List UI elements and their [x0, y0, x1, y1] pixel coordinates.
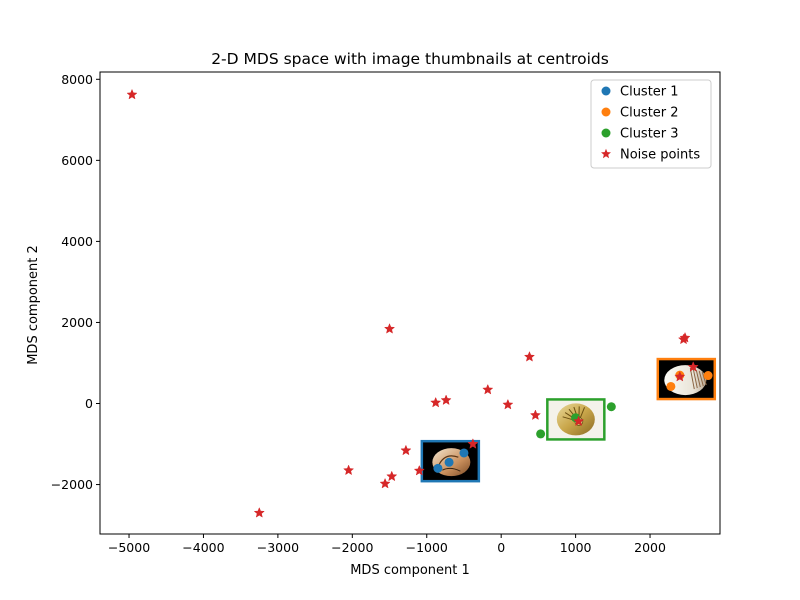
x-tick-label: −1000 — [406, 540, 448, 555]
noise-points-point — [253, 507, 265, 518]
data-points — [126, 88, 713, 518]
cluster-2-point — [703, 371, 713, 381]
noise-points-point — [126, 88, 138, 100]
noise-points-point — [482, 383, 494, 395]
y-tick-label: −2000 — [51, 477, 93, 492]
y-axis-label: MDS component 2 — [26, 245, 41, 365]
noise-points-point — [467, 438, 479, 449]
thumbnail-frame — [546, 398, 606, 441]
legend-label: Cluster 2 — [620, 106, 679, 121]
legend: Cluster 1 Cluster 2 Cluster 3 Noise points — [590, 79, 712, 169]
x-tick-label: −4000 — [182, 540, 224, 555]
cluster-1-point — [433, 463, 443, 473]
legend-marker — [601, 148, 611, 159]
x-tick-label: −5000 — [108, 540, 150, 555]
cluster-3-point — [536, 429, 546, 439]
y-tick-label: 8000 — [61, 72, 93, 87]
x-tick-label: 1000 — [560, 540, 592, 555]
x-axis-ticks: −5000 −4000 −3000 −2000 −1000 0 1000 2000 — [108, 534, 666, 555]
noise-points-point — [386, 470, 398, 482]
legend-marker — [601, 107, 611, 117]
shell-detail — [701, 371, 707, 386]
shell-detail — [437, 455, 459, 467]
legend-box — [590, 79, 712, 169]
noise-points-point — [679, 331, 691, 343]
y-tick-label: 4000 — [61, 234, 93, 249]
x-tick-label: −3000 — [257, 540, 299, 555]
x-axis-label: MDS component 1 — [350, 563, 470, 578]
noise-points-point — [523, 351, 536, 362]
y-tick-label: 0 — [85, 396, 93, 411]
x-tick-label: −2000 — [331, 540, 373, 555]
legend-label: Noise points — [620, 148, 700, 163]
legend-label: Cluster 1 — [620, 85, 679, 100]
noise-points-point — [573, 415, 585, 427]
shell-detail — [698, 370, 704, 387]
centroid-thumbnails — [420, 357, 717, 483]
y-tick-label: 2000 — [61, 315, 93, 330]
plot-frame — [99, 71, 721, 535]
cluster-1-point — [444, 457, 454, 467]
noise-points-point — [413, 464, 425, 476]
noise-points-point — [687, 361, 699, 372]
noise-points-point — [674, 370, 686, 382]
noise-points-point — [502, 398, 514, 410]
thumbnail-frame — [656, 357, 717, 401]
shell-detail — [442, 467, 461, 472]
y-tick-label: 6000 — [61, 153, 93, 168]
cluster-2-point — [666, 381, 676, 391]
chart-title: 2-D MDS space with image thumbnails at c… — [211, 50, 609, 68]
legend-label: Cluster 3 — [620, 127, 679, 142]
noise-points-point — [430, 396, 442, 408]
noise-points-point — [383, 323, 396, 334]
noise-points-point — [379, 477, 391, 489]
shell-detail — [689, 367, 695, 390]
cluster-1-point — [459, 448, 469, 458]
shell-detail — [695, 369, 701, 388]
noise-points-point — [529, 409, 541, 420]
thumbnail-frame — [420, 439, 481, 483]
noise-points-point — [440, 394, 452, 406]
x-tick-label: 2000 — [634, 540, 666, 555]
cluster-3-point — [606, 402, 616, 412]
noise-points-point — [400, 444, 412, 456]
legend-marker — [601, 86, 611, 96]
noise-points-point — [343, 464, 355, 476]
y-axis-ticks: −2000 0 2000 4000 6000 8000 — [51, 72, 100, 492]
legend-marker — [601, 128, 611, 138]
shell-detail — [692, 368, 698, 389]
x-tick-label: 0 — [497, 540, 505, 555]
